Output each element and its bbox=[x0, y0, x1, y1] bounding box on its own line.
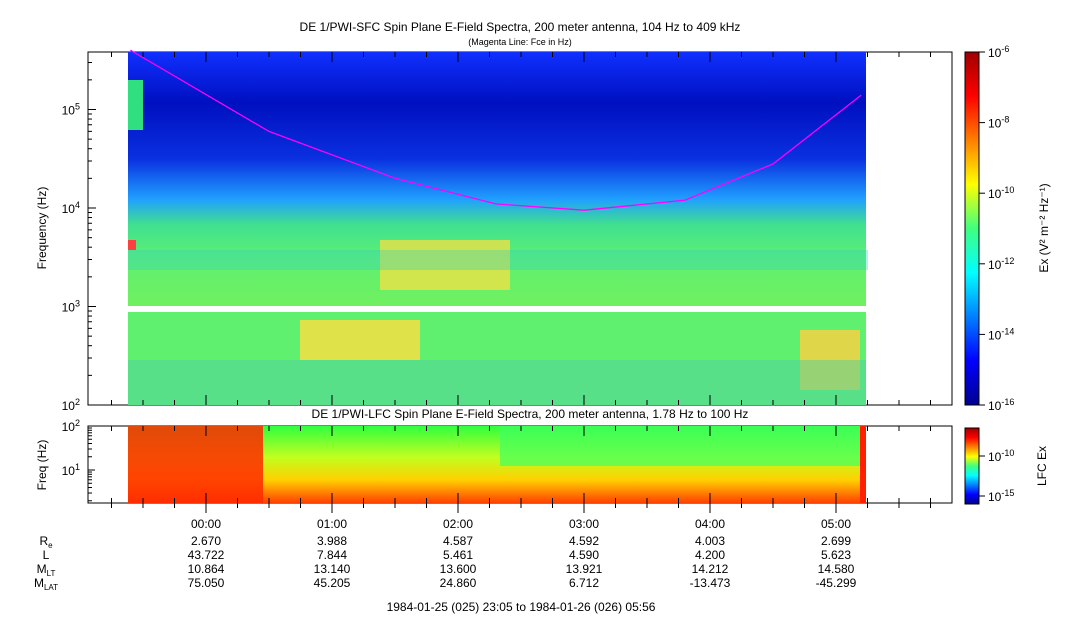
ephemeris-table: Re 2.670 3.988 4.587 4.592 4.003 2.699 L 43.722 7… bbox=[34, 534, 857, 592]
ephem-value: 24.860 bbox=[440, 576, 477, 590]
sfc-colorbar-tick-label: 10-14 bbox=[988, 326, 1014, 342]
sfc-y-label: Frequency (Hz) bbox=[35, 187, 49, 270]
ephem-value: 13.140 bbox=[314, 562, 351, 576]
ephem-value: 2.670 bbox=[191, 534, 221, 548]
ephem-value: 14.580 bbox=[818, 562, 855, 576]
sfc-panel: DE 1/PWI-SFC Spin Plane E-Field Spectra,… bbox=[35, 20, 1051, 413]
lfc-y-axis: 101 102 bbox=[62, 418, 95, 502]
ephem-value: 3.988 bbox=[317, 534, 347, 548]
ephem-value: 13.921 bbox=[566, 562, 603, 576]
sfc-subtitle: (Magenta Line: Fce in Hz) bbox=[468, 37, 572, 47]
fce-line bbox=[130, 49, 862, 211]
ephem-row-label: Re bbox=[39, 534, 53, 550]
ephem-value: 4.003 bbox=[695, 534, 725, 548]
lfc-title: DE 1/PWI-LFC Spin Plane E-Field Spectra,… bbox=[312, 407, 749, 421]
x-tick-label: 02:00 bbox=[443, 517, 473, 531]
sfc-colorbar-tick-label: 10-12 bbox=[988, 256, 1014, 272]
ephem-value: 14.212 bbox=[692, 562, 729, 576]
ephem-value: 4.592 bbox=[569, 534, 599, 548]
lfc-y-tick-label: 101 bbox=[62, 462, 80, 478]
time-range-footer: 1984-01-25 (025) 23:05 to 1984-01-26 (02… bbox=[387, 600, 656, 614]
lfc-colorbar-tick-label: 10-15 bbox=[988, 488, 1014, 504]
ephem-value: -45.299 bbox=[816, 576, 857, 590]
ephem-value: 4.587 bbox=[443, 534, 473, 548]
lfc-y-label: Freq (Hz) bbox=[35, 440, 49, 491]
ephem-value: 13.600 bbox=[440, 562, 477, 576]
x-tick-label: 05:00 bbox=[821, 517, 851, 531]
x-tick-label: 01:00 bbox=[317, 517, 347, 531]
x-tick-label: 00:00 bbox=[191, 517, 221, 531]
sfc-colorbar-tick-label: 10-6 bbox=[988, 44, 1009, 60]
sfc-colorbar-label: Ex (V² m⁻² Hz⁻¹) bbox=[1037, 183, 1051, 272]
sfc-y-tick-label: 103 bbox=[62, 299, 80, 315]
ephem-row-label: L bbox=[43, 548, 50, 562]
ephem-value: 6.712 bbox=[569, 576, 599, 590]
x-tick-label: 04:00 bbox=[695, 517, 725, 531]
ephem-value: 43.722 bbox=[188, 548, 225, 562]
lfc-spectrogram bbox=[128, 426, 866, 503]
lfc-colorbar-tick-label: 10-10 bbox=[988, 448, 1014, 464]
ephem-value: 75.050 bbox=[188, 576, 225, 590]
sfc-spectrogram bbox=[128, 52, 868, 405]
sfc-title: DE 1/PWI-SFC Spin Plane E-Field Spectra,… bbox=[300, 20, 741, 34]
sfc-colorbar-tick-label: 10-16 bbox=[988, 397, 1014, 413]
ephem-row-label: MLT bbox=[37, 562, 56, 578]
ephem-value: 10.864 bbox=[188, 562, 225, 576]
lfc-colorbar bbox=[964, 427, 980, 505]
sfc-y-tick-label: 102 bbox=[62, 397, 80, 413]
ephem-row-label: MLAT bbox=[34, 576, 58, 592]
sfc-y-tick-label: 105 bbox=[62, 102, 80, 118]
ephem-value: 45.205 bbox=[314, 576, 351, 590]
lfc-colorbar-ticks: 10-10 10-15 bbox=[979, 448, 1014, 504]
ephem-value: 4.590 bbox=[569, 548, 599, 562]
sfc-colorbar-ticks: 10-6 10-8 10-10 10-12 10-14 10-16 bbox=[979, 44, 1014, 413]
lfc-panel: DE 1/PWI-LFC Spin Plane E-Field Spectra,… bbox=[35, 407, 1049, 505]
x-tick-label: 03:00 bbox=[569, 517, 599, 531]
ephem-value: -13.473 bbox=[690, 576, 731, 590]
ephem-value: 7.844 bbox=[317, 548, 347, 562]
time-axis: 00:00 01:00 02:00 03:00 04:00 05:00 bbox=[111, 52, 931, 531]
sfc-colorbar bbox=[964, 51, 980, 406]
lfc-colorbar-label: LFC Ex bbox=[1035, 446, 1049, 486]
lfc-y-tick-label: 102 bbox=[62, 418, 80, 434]
ephem-value: 5.623 bbox=[821, 548, 851, 562]
sfc-colorbar-tick-label: 10-8 bbox=[988, 115, 1009, 131]
sfc-y-tick-label: 104 bbox=[62, 200, 80, 216]
sfc-colorbar-tick-label: 10-10 bbox=[988, 185, 1014, 201]
sfc-y-axis: 102 103 104 105 bbox=[62, 62, 96, 413]
ephem-value: 5.461 bbox=[443, 548, 473, 562]
ephem-value: 4.200 bbox=[695, 548, 725, 562]
ephem-value: 2.699 bbox=[821, 534, 851, 548]
